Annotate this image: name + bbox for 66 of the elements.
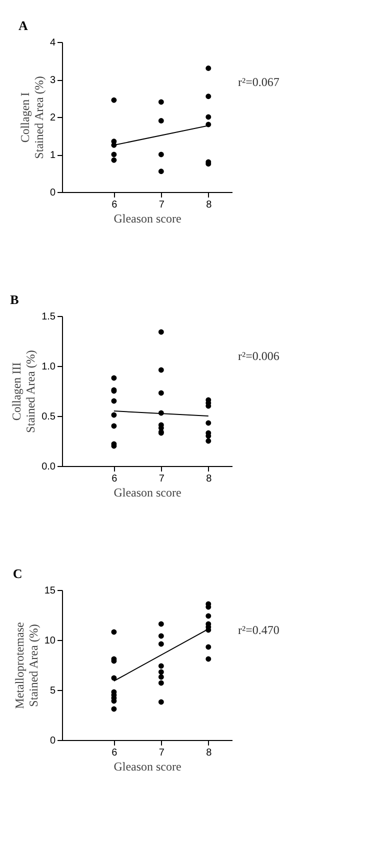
point (158, 633, 164, 639)
point (158, 168, 164, 174)
point (158, 663, 164, 669)
y-axis-title: Collagen III Stained Area (%) (10, 350, 38, 433)
x-tick-label: 6 (112, 474, 118, 484)
x-tick-label: 6 (112, 748, 118, 758)
point (111, 157, 117, 163)
x-tick-label: 8 (206, 748, 212, 758)
x-axis-title: Gleason score (114, 760, 182, 774)
point (111, 97, 117, 103)
point (206, 656, 212, 662)
point (206, 613, 212, 619)
y-tick-label: 0 (50, 188, 56, 198)
point (158, 118, 164, 124)
y-tick-label: 0.0 (42, 462, 56, 472)
point (158, 680, 164, 686)
x-tick-label: 7 (158, 748, 165, 758)
y-tick-label: 1 (50, 150, 56, 161)
point (158, 674, 164, 680)
point (111, 398, 117, 404)
chart-title: B (10, 292, 20, 307)
point (158, 621, 164, 627)
point (111, 412, 117, 418)
y-axis-title: Collagen I Stained Area (%) (18, 76, 46, 159)
y-tick-label: 15 (44, 586, 56, 596)
point (111, 152, 117, 158)
point (158, 699, 164, 705)
chart-title: C (12, 566, 22, 581)
point (206, 114, 212, 120)
point (158, 669, 164, 675)
point (158, 390, 164, 396)
x-tick-label: 8 (206, 474, 212, 484)
point (206, 94, 212, 100)
x-axis-title: Gleason score (114, 486, 182, 500)
point (111, 629, 117, 635)
point (158, 367, 164, 373)
y-tick-label: 1.0 (42, 362, 56, 372)
x-tick-label: 7 (158, 474, 165, 484)
point (158, 152, 164, 158)
y-tick-label: 3 (50, 75, 56, 86)
text: r²=0.067 (238, 75, 280, 89)
point (206, 420, 212, 426)
text: r²=0.470 (238, 623, 280, 637)
y-tick-label: 1.5 (42, 312, 56, 322)
y-tick-label: 0 (50, 736, 56, 746)
y-tick-label: 2 (50, 112, 56, 124)
point (111, 423, 117, 429)
x-tick-label: 7 (158, 200, 165, 210)
y-tick-label: 0.5 (42, 412, 56, 422)
y-tick-label: 5 (50, 686, 56, 696)
point (158, 641, 164, 647)
point (206, 66, 212, 71)
y-axis-title: Metalloprotemase Stained Area (%) (12, 622, 40, 709)
point (206, 644, 212, 650)
x-tick-label: 6 (112, 200, 118, 210)
y-tick-label: 4 (50, 38, 56, 48)
x-tick-label: 8 (206, 200, 212, 210)
point (111, 375, 117, 381)
point (111, 706, 117, 712)
y-tick-label: 10 (44, 636, 56, 646)
point (158, 99, 164, 105)
point (206, 438, 212, 444)
point (158, 329, 164, 335)
chart-title: A (18, 18, 28, 33)
text: r²=0.006 (238, 349, 280, 363)
x-axis-title: Gleason score (114, 212, 182, 226)
